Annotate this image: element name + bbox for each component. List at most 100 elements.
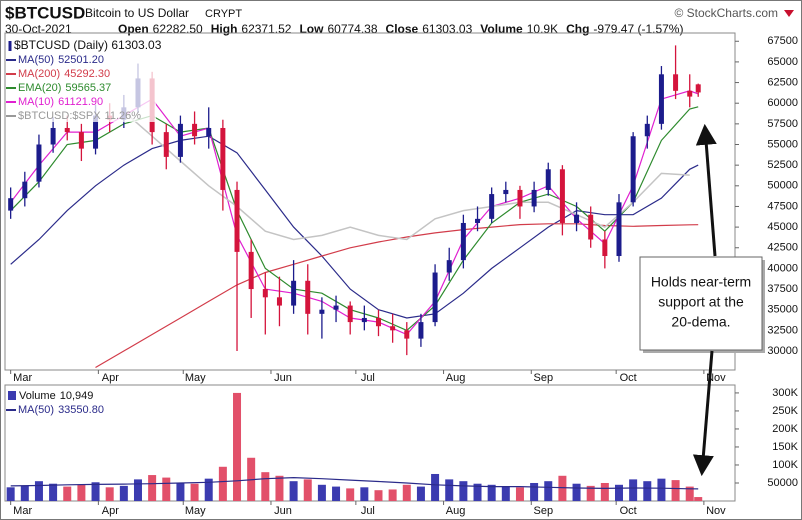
candle-body bbox=[489, 194, 495, 219]
candle-body bbox=[319, 309, 325, 314]
y-tick-label: 100K bbox=[772, 459, 798, 471]
legend-name: MA(200) bbox=[18, 68, 60, 80]
annotation: Holds near-term support at the 20-dema. bbox=[639, 123, 765, 477]
stat-label: Chg bbox=[566, 22, 589, 36]
x-tick-label: Aug bbox=[446, 505, 466, 517]
stat-value: 60774.38 bbox=[327, 22, 377, 36]
candle-body bbox=[192, 123, 198, 137]
legend-name: EMA(20) bbox=[18, 82, 61, 94]
volume-bar bbox=[63, 486, 72, 501]
volume-bar bbox=[694, 497, 703, 501]
x-tick-label: Jun bbox=[274, 505, 292, 517]
volume-bar bbox=[317, 484, 326, 501]
volume-bar bbox=[261, 472, 270, 501]
x-tick-label: Mar bbox=[13, 505, 32, 517]
stat-label: Open bbox=[118, 22, 149, 36]
legend-name: MA(50) bbox=[18, 404, 54, 416]
y-tick-label: 55000 bbox=[767, 138, 798, 150]
symbol: $BTCUSD bbox=[5, 3, 85, 22]
arrow bbox=[692, 350, 714, 477]
annotation-line: 20-dema. bbox=[671, 314, 730, 330]
volume-bar bbox=[416, 486, 425, 501]
x-tick-label: Sep bbox=[533, 505, 553, 517]
y-tick-label: 200K bbox=[772, 423, 798, 435]
x-tick-label: May bbox=[185, 505, 206, 517]
candle-body bbox=[446, 260, 452, 273]
candle-body bbox=[475, 218, 481, 223]
stat-value: 61303.03 bbox=[422, 22, 472, 36]
y-tick-label: 57500 bbox=[767, 118, 798, 130]
candle-body bbox=[531, 189, 537, 207]
candle-body bbox=[220, 127, 226, 190]
y-tick-label: 35000 bbox=[767, 304, 798, 316]
legend-entry: MA(50) 33550.80 bbox=[18, 404, 104, 416]
y-tick-label: 37500 bbox=[767, 283, 798, 295]
volume-bar bbox=[34, 481, 43, 501]
volume-bar bbox=[586, 485, 595, 501]
menu-icon[interactable] bbox=[784, 10, 794, 17]
volume-bar bbox=[218, 466, 227, 501]
legend-value: 59565.37 bbox=[65, 82, 111, 94]
ma-line bbox=[10, 135, 699, 319]
y-tick-label: 300K bbox=[772, 387, 798, 399]
y-tick-label: 65000 bbox=[767, 56, 798, 68]
y-tick-label: 42500 bbox=[767, 242, 798, 254]
candle-body bbox=[503, 189, 509, 195]
legend-name: MA(10) bbox=[18, 96, 54, 108]
x-tick-label: Oct bbox=[620, 372, 637, 384]
legend-entry: MA(50) 52501.20 bbox=[18, 54, 104, 66]
candle-body bbox=[404, 330, 410, 339]
volume-bar bbox=[289, 481, 298, 501]
stat-value: 62282.50 bbox=[153, 22, 203, 36]
volume-bar bbox=[275, 475, 284, 501]
volume-bar bbox=[6, 487, 15, 501]
ma-line bbox=[123, 110, 690, 241]
volume-bar bbox=[685, 486, 694, 501]
volume-bar bbox=[176, 482, 185, 501]
stat-label: High bbox=[211, 22, 238, 36]
candle-body bbox=[276, 297, 282, 306]
candle-body bbox=[630, 136, 636, 203]
candle-body bbox=[93, 115, 99, 149]
volume-bar bbox=[431, 473, 440, 501]
volume-bar bbox=[643, 481, 652, 501]
x-tick-label: Sep bbox=[533, 372, 553, 384]
volume-bar bbox=[501, 486, 510, 501]
volume-bar bbox=[190, 483, 199, 501]
candle-body bbox=[163, 132, 169, 157]
candle-body bbox=[36, 144, 42, 182]
volume-bar bbox=[360, 487, 369, 501]
legend-entry: Volume 10,949 bbox=[19, 390, 93, 402]
legend-entry: $BTCUSD:$SPX 11.26% bbox=[18, 110, 141, 122]
legend-entry: MA(10) 61121.90 bbox=[18, 96, 103, 108]
symbol-name: Bitcoin to US Dollar bbox=[85, 6, 189, 20]
candle-body bbox=[361, 317, 367, 323]
legend-value: 61121.90 bbox=[58, 96, 103, 108]
candle-body bbox=[234, 189, 240, 252]
volume-bar bbox=[233, 392, 242, 501]
volume-bar bbox=[77, 484, 86, 501]
stat-value: 62371.52 bbox=[241, 22, 291, 36]
candle-body bbox=[545, 169, 551, 190]
y-tick-label: 40000 bbox=[767, 262, 798, 274]
volume-bar bbox=[558, 475, 567, 501]
volume-bar bbox=[544, 481, 553, 501]
annotation-box bbox=[639, 256, 763, 351]
annotation-line: Holds near-term bbox=[651, 274, 751, 290]
y-tick-label: 45000 bbox=[767, 221, 798, 233]
candle-body bbox=[8, 198, 14, 211]
volume-bar bbox=[459, 481, 468, 501]
candle-body bbox=[375, 317, 381, 327]
volume-bar bbox=[515, 487, 524, 501]
candle-body bbox=[687, 90, 693, 97]
candle-body bbox=[616, 202, 622, 257]
volume-bar bbox=[91, 482, 100, 501]
volume-bar bbox=[530, 482, 539, 501]
legend-value: 10,949 bbox=[60, 390, 94, 402]
candle-body bbox=[390, 326, 396, 331]
candle-body bbox=[574, 214, 580, 223]
volume-bar bbox=[20, 485, 29, 501]
candle-body bbox=[78, 132, 84, 149]
legend-name: MA(50) bbox=[18, 54, 54, 66]
